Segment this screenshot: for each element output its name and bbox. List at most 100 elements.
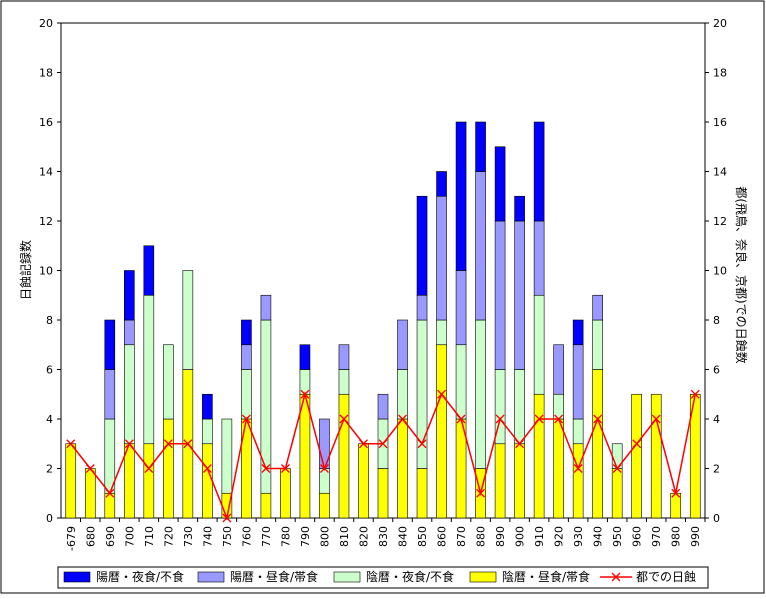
- x-tick-label: 890: [494, 526, 507, 547]
- line-point: [456, 414, 466, 424]
- bar-segment: [260, 294, 272, 321]
- bar-segment: [494, 146, 506, 222]
- point-mark: [398, 414, 407, 424]
- line-point: [671, 488, 681, 498]
- x-tick-label: 720: [162, 526, 175, 547]
- point-mark: [222, 513, 232, 523]
- legend-line-marker: [611, 572, 621, 582]
- point-mark: [241, 414, 251, 424]
- y2-tick-label: 0: [713, 512, 720, 525]
- point-mark: [202, 464, 212, 473]
- line-point: [280, 464, 290, 473]
- y-tick-label: 8: [46, 314, 53, 327]
- point-mark: [632, 439, 642, 449]
- bar-segment: [221, 418, 233, 494]
- point-mark: [261, 464, 271, 473]
- y-tick-label: 2: [46, 463, 53, 476]
- bar-segment: [163, 418, 174, 519]
- line-point: [534, 414, 544, 424]
- x-tick-label: 710: [143, 526, 156, 547]
- bar-segment: [572, 418, 584, 445]
- line-point: [319, 464, 329, 473]
- x-tick-label: 950: [611, 526, 624, 547]
- bar-segment: [572, 319, 584, 346]
- line-point: [105, 488, 115, 498]
- bar-segment: [260, 492, 272, 519]
- x-tick-label: 680: [84, 526, 97, 547]
- bar-segment: [104, 418, 116, 494]
- bar-segment: [533, 220, 545, 296]
- point-mark: [280, 464, 290, 473]
- y2-tick-label: 16: [713, 116, 727, 129]
- legend-swatch: [63, 571, 91, 583]
- bar-segment: [650, 393, 662, 519]
- line-point: [222, 513, 232, 523]
- line-point: [417, 439, 427, 449]
- y2-tick-label: 18: [713, 67, 727, 80]
- bar-segment: [143, 294, 155, 445]
- bar-segment: [416, 294, 428, 321]
- point-mark: [300, 389, 310, 399]
- x-tick-label: 920: [553, 526, 566, 547]
- bar-segment: [202, 443, 213, 519]
- line-point: [85, 464, 95, 473]
- line-layer: [66, 389, 700, 523]
- legend-item: 陰暦・昼食/帯食: [469, 569, 590, 584]
- point-mark: [495, 414, 505, 424]
- bar-segment: [611, 468, 623, 519]
- bar-segment: [494, 220, 506, 370]
- y2-tick-label: 20: [713, 17, 727, 30]
- point-mark: [456, 414, 466, 424]
- y2-tick-label: 6: [713, 364, 720, 377]
- y2-tick-label: 8: [713, 314, 720, 327]
- line-point: [241, 414, 251, 424]
- x-tick-label: 850: [416, 526, 429, 547]
- x-tick-label: 980: [670, 526, 683, 547]
- legend-label: 陰暦・昼食/帯食: [502, 569, 590, 584]
- x-tick-label: 780: [279, 526, 292, 547]
- line-point: [359, 439, 368, 449]
- legend-item: 陽暦・夜食/不食: [63, 569, 184, 584]
- bar-segment: [533, 121, 545, 222]
- point-mark: [437, 389, 447, 399]
- line-point: [476, 488, 486, 498]
- x-tick-label: 800: [318, 526, 331, 547]
- point-mark: [319, 464, 329, 473]
- y-tick-label: 10: [39, 265, 53, 278]
- bar-segment: [143, 245, 155, 296]
- bar-segment: [397, 319, 408, 370]
- bar-segment: [475, 121, 486, 172]
- bar-segment: [143, 443, 155, 519]
- x-tick-label: 790: [299, 526, 312, 547]
- line-point: [261, 464, 271, 473]
- legend-label: 陽暦・昼食/帯食: [230, 569, 318, 584]
- point-mark: [593, 414, 603, 424]
- legend-item: 陰暦・夜食/不食: [333, 569, 454, 584]
- legend-swatch: [469, 571, 497, 583]
- bar-segment: [455, 344, 467, 420]
- bar-segment: [124, 270, 135, 321]
- y2-tick-label: 14: [713, 166, 727, 179]
- point-mark: [359, 439, 368, 449]
- line-point: [651, 414, 661, 424]
- legend-item: 都での日蝕: [600, 569, 696, 584]
- bar-segment: [592, 319, 603, 370]
- bar-segment: [124, 319, 135, 346]
- bar-segment: [104, 369, 116, 420]
- bar-segment: [572, 344, 584, 420]
- x-tick-label: 940: [592, 526, 605, 547]
- x-tick-label: 970: [650, 526, 663, 547]
- x-tick-label: 880: [475, 526, 488, 547]
- bar-segment: [514, 369, 525, 445]
- bar-segment: [163, 344, 174, 420]
- y2-tick-label: 10: [713, 265, 727, 278]
- y-tick-label: 6: [46, 364, 53, 377]
- bar-segment: [182, 270, 194, 370]
- point-mark: [612, 464, 622, 473]
- bar-segment: [592, 369, 603, 519]
- bar-segment: [514, 195, 525, 222]
- line-point: [515, 439, 525, 449]
- bar-segment: [436, 171, 447, 197]
- bar-segment: [436, 319, 447, 346]
